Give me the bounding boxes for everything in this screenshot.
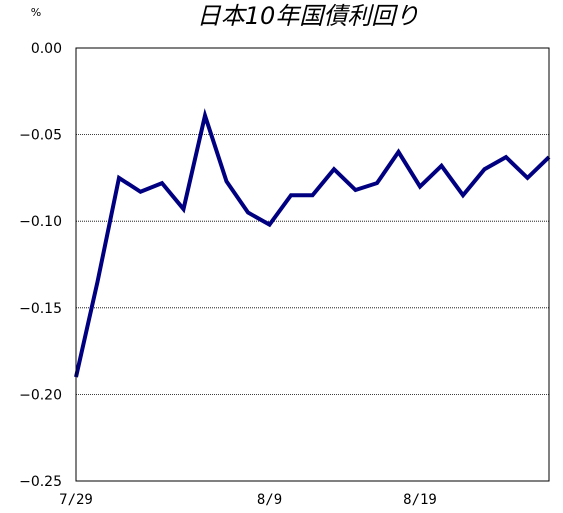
chart-title: 日本10年国債利回り xyxy=(197,2,420,30)
x-tick-label: 7/29 xyxy=(59,492,93,508)
y-tick-label: −0.10 xyxy=(19,214,62,230)
x-axis-ticks: 7/298/98/198/30 xyxy=(59,492,437,508)
y-tick-label: −0.25 xyxy=(19,474,62,490)
x-tick-label: 8/9 xyxy=(257,492,282,508)
y-axis-ticks: 0.00 −0.05 −0.10 −0.15 −0.20 −0.25 xyxy=(19,41,62,490)
y-tick-label: 0.00 xyxy=(31,41,62,57)
y-tick-label: −0.15 xyxy=(19,301,62,317)
y-tick-label: −0.20 xyxy=(19,387,62,403)
series-group xyxy=(74,108,551,378)
y-tick-label: −0.05 xyxy=(19,128,62,144)
gridlines xyxy=(76,134,549,395)
x-tick-label: 8/19 xyxy=(403,492,437,508)
plot-area-frame xyxy=(75,47,550,482)
yield-series-line xyxy=(74,108,551,378)
y-unit-label: % xyxy=(31,6,41,19)
